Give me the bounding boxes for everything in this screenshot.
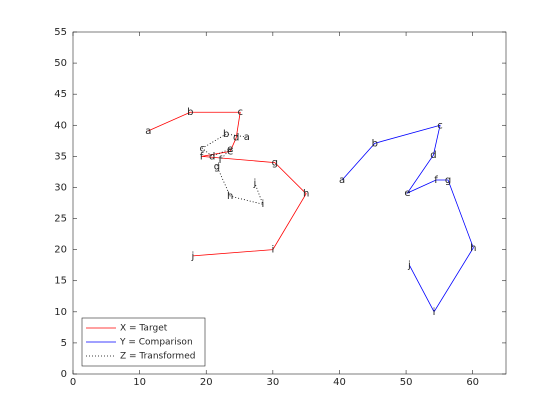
point-label: a: [339, 175, 345, 186]
y-tick-label: 0: [61, 369, 67, 380]
y-tick-label: 35: [54, 151, 67, 162]
x-tick-label: 60: [466, 377, 479, 388]
point-label: h: [227, 191, 233, 202]
x-tick-label: 10: [133, 377, 146, 388]
y-tick-label: 25: [54, 214, 67, 225]
point-label: c: [237, 107, 243, 118]
y-tick-label: 5: [61, 338, 67, 349]
legend-label: X = Target: [120, 324, 168, 334]
y-tick-label: 20: [54, 245, 67, 256]
y-tick-label: 10: [54, 307, 67, 318]
point-label: d: [233, 133, 239, 144]
point-label: f: [200, 151, 204, 162]
y-tick-label: 45: [54, 89, 67, 100]
x-tick-label: 30: [266, 377, 279, 388]
legend-label: Y = Comparison: [119, 338, 193, 348]
axes-box: [72, 31, 507, 375]
x-tick-label: 40: [333, 377, 346, 388]
point-label: b: [223, 129, 229, 140]
point-label: g: [272, 158, 278, 169]
series-line: [341, 124, 474, 313]
point-label: e: [227, 144, 233, 155]
point-label: e: [227, 146, 233, 157]
y-tick-label: 50: [54, 58, 67, 69]
y-tick-label: 30: [54, 182, 67, 193]
point-label: f: [218, 155, 222, 166]
point-label: d: [209, 151, 215, 162]
series-line: [148, 111, 307, 257]
point-label: c: [199, 143, 205, 154]
point-label: i: [433, 307, 436, 318]
point-label: h: [303, 189, 309, 200]
x-tick-label: 50: [400, 377, 413, 388]
x-tick-label: 20: [200, 377, 213, 388]
x-tick-label: 0: [70, 377, 76, 388]
point-label: j: [407, 260, 411, 271]
point-label: c: [437, 120, 443, 131]
point-label: a: [145, 126, 151, 137]
point-label: i: [271, 245, 274, 256]
point-label: j: [252, 178, 256, 189]
point-label: e: [404, 188, 410, 199]
point-label: a: [244, 132, 250, 143]
point-label: i: [261, 199, 264, 210]
point-label: b: [372, 138, 378, 149]
point-label: g: [214, 161, 220, 172]
y-tick-label: 40: [54, 120, 67, 131]
point-label: h: [470, 243, 476, 254]
legend-label: Z = Transformed: [120, 352, 195, 362]
y-tick-label: 55: [54, 27, 67, 38]
point-label: d: [430, 150, 436, 161]
y-tick-label: 15: [54, 276, 67, 287]
point-label: b: [187, 107, 193, 118]
point-label: f: [434, 175, 438, 186]
point-label: g: [445, 175, 451, 186]
point-label: j: [191, 251, 195, 262]
